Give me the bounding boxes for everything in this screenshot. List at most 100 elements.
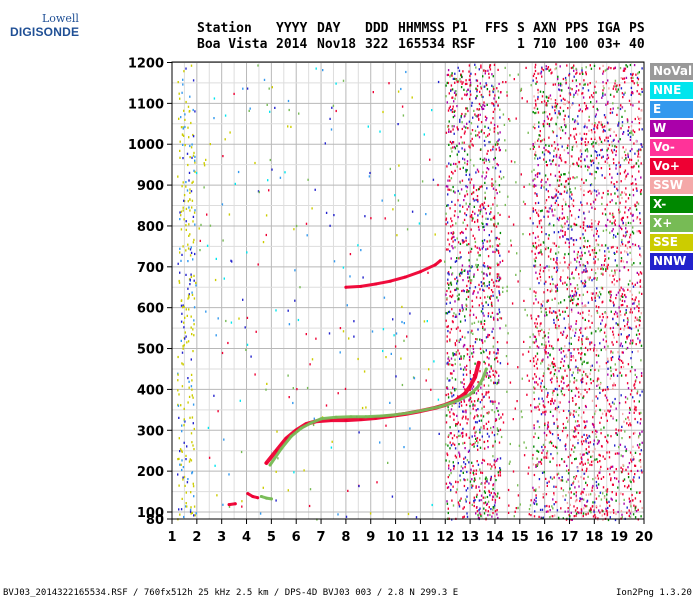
noise-point bbox=[622, 361, 624, 364]
noise-point bbox=[457, 481, 459, 484]
noise-point bbox=[556, 426, 559, 429]
x-tick-label: 18 bbox=[585, 530, 603, 545]
noise-point bbox=[557, 433, 559, 437]
noise-point bbox=[540, 458, 543, 461]
noise-point bbox=[579, 312, 581, 315]
noise-point bbox=[452, 240, 454, 243]
noise-point bbox=[640, 312, 642, 315]
noise-point bbox=[609, 108, 612, 111]
noise-point bbox=[589, 378, 592, 381]
noise-point bbox=[191, 394, 193, 397]
noise-point bbox=[446, 101, 448, 104]
noise-point bbox=[610, 290, 612, 293]
y-tick-label: 400 bbox=[137, 383, 164, 398]
noise-point bbox=[573, 295, 575, 298]
noise-point bbox=[604, 244, 607, 247]
noise-point bbox=[584, 149, 587, 152]
noise-point bbox=[609, 212, 611, 215]
noise-point bbox=[423, 133, 425, 136]
noise-point bbox=[469, 314, 471, 317]
legend-item-nnw: NNW bbox=[650, 253, 693, 270]
noise-point bbox=[632, 188, 634, 191]
noise-point bbox=[541, 151, 544, 154]
noise-point bbox=[621, 351, 623, 354]
noise-point bbox=[546, 265, 548, 268]
noise-point bbox=[602, 229, 605, 232]
noise-point bbox=[473, 443, 475, 446]
noise-point bbox=[545, 111, 547, 114]
noise-point bbox=[576, 387, 578, 391]
noise-point bbox=[532, 125, 535, 129]
noise-point bbox=[181, 362, 183, 365]
noise-point bbox=[574, 223, 576, 226]
noise-point bbox=[607, 373, 609, 376]
noise-point bbox=[583, 270, 585, 273]
noise-point bbox=[604, 394, 606, 397]
noise-point bbox=[639, 230, 641, 233]
noise-point bbox=[450, 281, 452, 284]
noise-point bbox=[625, 200, 627, 203]
noise-point bbox=[575, 435, 577, 438]
noise-point bbox=[585, 73, 587, 76]
noise-point bbox=[558, 164, 560, 167]
noise-point bbox=[613, 402, 615, 405]
noise-point bbox=[541, 343, 543, 346]
noise-point bbox=[470, 72, 472, 75]
noise-point bbox=[579, 255, 581, 258]
noise-point bbox=[604, 388, 607, 391]
noise-point bbox=[638, 273, 640, 276]
noise-point bbox=[249, 107, 251, 110]
noise-point bbox=[486, 187, 488, 190]
noise-point bbox=[538, 377, 541, 380]
noise-point bbox=[495, 238, 497, 241]
noise-point bbox=[609, 274, 611, 277]
noise-point bbox=[479, 370, 481, 373]
noise-point bbox=[190, 315, 192, 318]
noise-point bbox=[620, 257, 623, 260]
noise-point bbox=[468, 290, 470, 293]
noise-point bbox=[580, 353, 582, 356]
noise-point bbox=[382, 328, 385, 331]
noise-point bbox=[454, 260, 457, 263]
noise-point bbox=[546, 481, 548, 484]
noise-point bbox=[473, 477, 476, 480]
noise-point bbox=[188, 278, 191, 281]
noise-point bbox=[452, 141, 455, 144]
noise-point bbox=[464, 82, 467, 86]
noise-point bbox=[588, 250, 590, 253]
noise-point bbox=[269, 158, 271, 162]
noise-point bbox=[450, 469, 452, 472]
noise-point bbox=[571, 290, 573, 293]
noise-point bbox=[572, 371, 574, 374]
noise-point bbox=[579, 462, 581, 465]
noise-point bbox=[587, 225, 589, 228]
noise-point bbox=[601, 319, 603, 322]
noise-point bbox=[631, 120, 633, 124]
noise-point bbox=[545, 455, 547, 459]
noise-point bbox=[638, 446, 640, 449]
noise-point bbox=[461, 417, 464, 420]
noise-point bbox=[469, 158, 472, 162]
noise-point bbox=[491, 400, 493, 403]
noise-point bbox=[460, 469, 462, 473]
noise-point bbox=[570, 191, 572, 194]
noise-point bbox=[627, 133, 629, 136]
noise-point bbox=[181, 424, 183, 427]
noise-point bbox=[332, 104, 335, 107]
noise-point bbox=[188, 206, 190, 209]
noise-point bbox=[492, 117, 494, 120]
noise-point bbox=[265, 388, 267, 391]
noise-point bbox=[540, 249, 542, 252]
noise-point bbox=[607, 360, 609, 363]
noise-point bbox=[447, 278, 449, 281]
noise-point bbox=[468, 70, 470, 73]
noise-point bbox=[456, 276, 458, 279]
noise-point bbox=[538, 125, 540, 128]
noise-point bbox=[543, 215, 545, 218]
noise-point bbox=[598, 439, 600, 443]
noise-point bbox=[613, 374, 615, 377]
noise-point bbox=[580, 356, 582, 360]
noise-point bbox=[585, 71, 587, 74]
noise-point bbox=[185, 335, 187, 338]
noise-point bbox=[571, 295, 574, 298]
